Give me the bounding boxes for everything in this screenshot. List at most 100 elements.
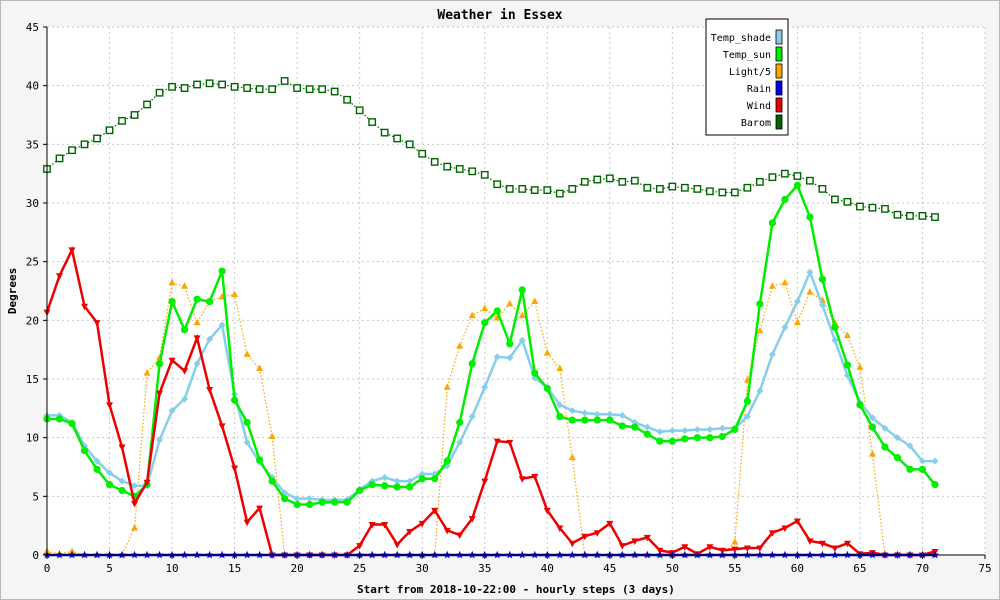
temp-sun-point: [80, 446, 89, 455]
temp-sun-point: [668, 437, 676, 445]
temp-sun-point: [506, 340, 514, 348]
x-axis-title: Start from 2018-10-22:00 - hourly steps …: [357, 583, 675, 596]
barom-point: [380, 128, 389, 137]
x-tick-label: 75: [978, 562, 991, 575]
barom-point: [543, 186, 552, 194]
temp-sun-point: [418, 475, 426, 483]
legend: Temp_shade Temp_sun Light/5 Rain Wind Barom: [705, 18, 789, 136]
wind-point: [231, 465, 239, 473]
temp-sun-point: [306, 500, 314, 509]
barom-point: [205, 79, 214, 88]
ticks: 0 5 10 15 20 25 30 35 40 45 50 55 60 65 70 75 0 5 10 15 20 25…: [26, 21, 992, 575]
wind-point: [431, 507, 439, 515]
temp-sun-point: [293, 500, 301, 509]
temp-sun-point: [931, 481, 939, 489]
light-5-point: [181, 282, 189, 289]
light-5-point: [243, 350, 251, 357]
y-tick-label: 45: [26, 21, 39, 34]
light-5-point: [543, 349, 551, 356]
wind-point: [143, 479, 151, 487]
x-tick-label: 45: [603, 562, 616, 575]
temp-sun-point: [518, 286, 526, 294]
barom-point: [305, 85, 314, 94]
temp-shade-point: [568, 407, 576, 415]
plot-area: [47, 27, 985, 555]
x-tick-label: 50: [666, 562, 679, 575]
barom-point: [831, 195, 839, 204]
temp-shade-point: [306, 495, 314, 503]
temp-shade-point: [656, 428, 664, 436]
barom-point: [255, 85, 264, 94]
temp-sun-point: [218, 267, 226, 275]
temp-sun-point: [431, 475, 439, 483]
temp-sun-point: [318, 498, 326, 506]
wind-point: [493, 438, 501, 446]
wind-point: [93, 320, 101, 327]
temp-sun-point: [643, 430, 651, 438]
temp-sun-point: [180, 326, 189, 334]
temp-shade-point: [681, 427, 689, 435]
barom-point: [55, 154, 64, 163]
wind-point: [481, 478, 489, 486]
temp-sun-point: [868, 423, 877, 431]
wind-point: [756, 545, 764, 552]
wind-point: [56, 273, 64, 280]
wind-point: [381, 521, 389, 529]
wind-point: [131, 500, 139, 508]
temp-shade-point: [906, 442, 914, 450]
series-wind: [43, 246, 939, 559]
barom-point: [931, 213, 939, 221]
barom-point: [918, 212, 927, 220]
temp-sun-point: [756, 300, 764, 308]
temp-sun-point: [818, 275, 827, 283]
temp-sun-point: [443, 457, 451, 465]
temp-shade-point: [181, 395, 189, 403]
barom-point: [580, 177, 589, 186]
wind-point: [643, 534, 651, 542]
barom-point: [730, 188, 739, 197]
barom-point: [768, 173, 777, 182]
light-5-point: [268, 432, 276, 439]
barom-point: [330, 87, 339, 96]
wind-point: [743, 545, 751, 552]
barom-point: [168, 82, 176, 91]
wind-point: [793, 518, 801, 525]
legend-label-temp-shade: Temp_shade: [711, 33, 771, 44]
temp-sun-point: [168, 297, 176, 306]
temp-sun-point: [531, 369, 539, 377]
barom-point: [455, 165, 464, 173]
light-5-point: [143, 369, 151, 376]
temp-shade-point: [931, 457, 939, 465]
temp-shade-point: [493, 353, 501, 361]
wind-point: [456, 532, 464, 540]
barom-point: [193, 80, 201, 89]
temp-shade-point: [706, 425, 714, 433]
temp-sun-point: [456, 418, 464, 427]
x-tick-label: 65: [853, 562, 866, 575]
temp-shade-point: [881, 424, 889, 432]
barom-line: [46, 80, 936, 218]
temp-sun-point: [243, 418, 251, 427]
temp-sun-point: [155, 360, 164, 368]
y-tick-label: 25: [26, 256, 39, 269]
temp-sun-point: [331, 498, 339, 506]
barom-point: [893, 210, 902, 219]
barom-point: [280, 77, 289, 85]
barom-point: [243, 84, 252, 92]
light-5-point: [231, 290, 239, 298]
temp-sun-point: [743, 397, 751, 405]
temp-shade-point: [218, 321, 226, 329]
legend-swatch-barom: [775, 114, 783, 130]
temp-shade-point: [506, 354, 514, 362]
wind-point: [368, 521, 376, 529]
barom-point: [118, 116, 126, 125]
barom-point: [418, 149, 427, 158]
y-axis-title: Degrees: [6, 268, 19, 314]
wind-point: [256, 505, 264, 513]
legend-label-light-5: Light/5: [729, 67, 771, 78]
wind-point: [531, 473, 539, 481]
temp-shade-point: [831, 336, 839, 344]
legend-label-barom: Barom: [741, 118, 771, 129]
